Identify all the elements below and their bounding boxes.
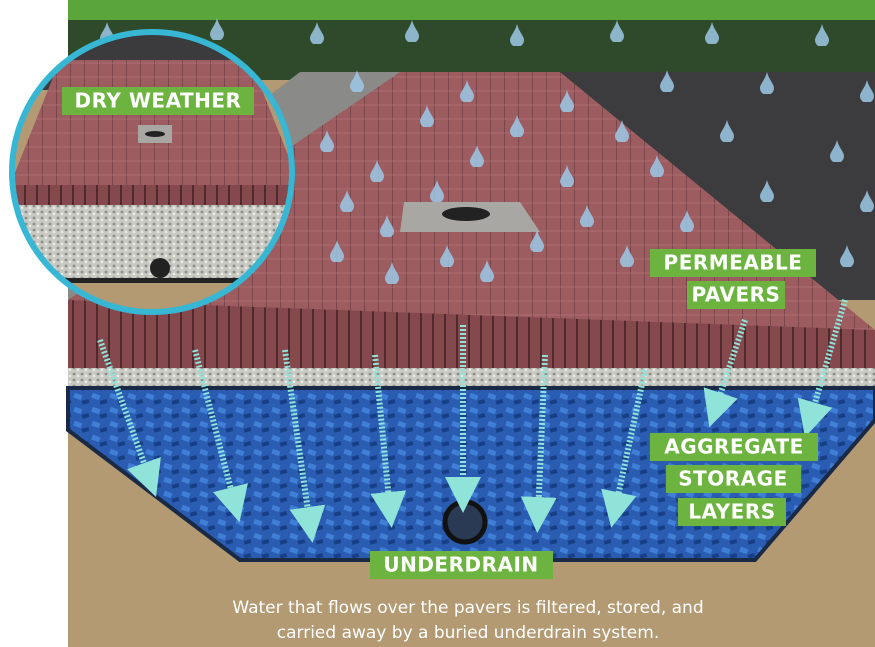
label-dry-weather: DRY WEATHER (75, 89, 242, 113)
drain-grate (442, 207, 490, 221)
label-storage: STORAGE (678, 467, 788, 491)
gravel-layer (68, 368, 875, 388)
label-permeable: PERMEABLE (664, 251, 803, 275)
caption-line: carried away by a buried underdrain syst… (277, 623, 659, 643)
label-layers: LAYERS (688, 500, 775, 524)
label-pavers: PAVERS (692, 283, 781, 307)
illustration: DRY WEATHER PERMEABLE PAVERS AGGREGATE S… (0, 0, 875, 647)
page: {"labels": {"dry_weather": "DRY WEATHER"… (0, 0, 875, 647)
caption-line: Water that flows over the pavers is filt… (232, 598, 703, 618)
underdrain-pipe (445, 502, 485, 542)
top-bar (68, 0, 875, 20)
label-underdrain: UNDERDRAIN (383, 553, 538, 577)
label-aggregate: AGGREGATE (664, 435, 804, 459)
